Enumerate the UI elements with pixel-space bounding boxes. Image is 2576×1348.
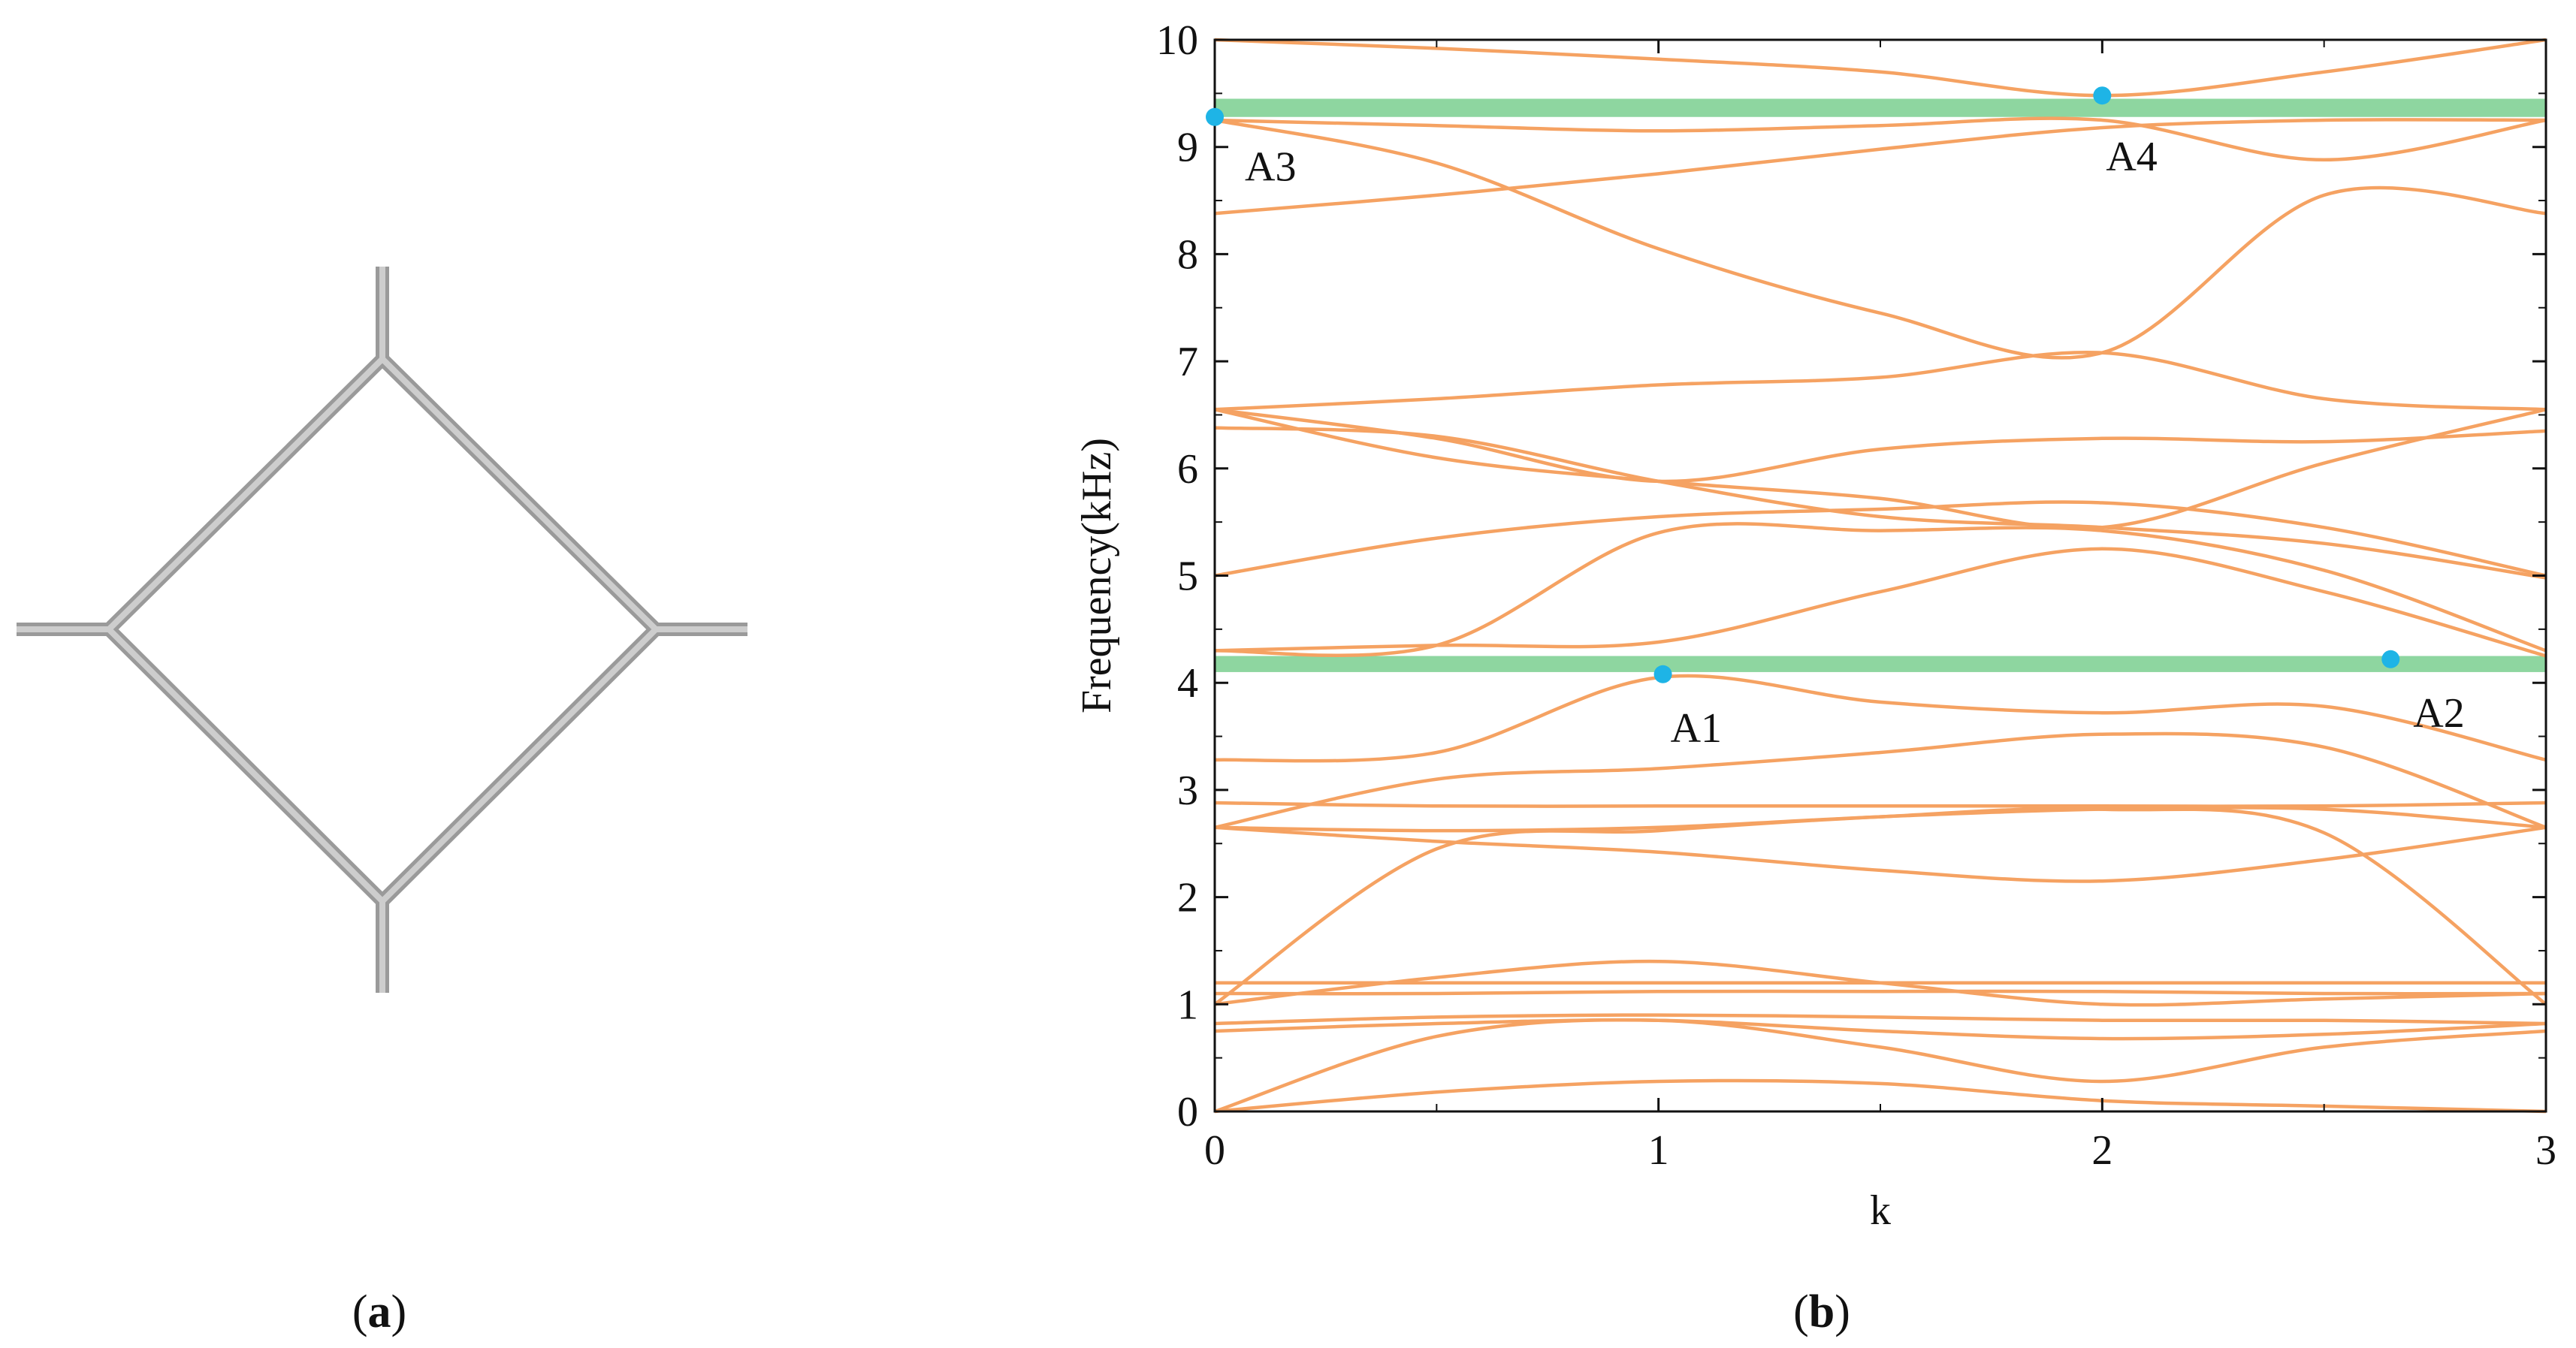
panel-b-letter: b: [1809, 1286, 1835, 1337]
y-tick-label-8: 8: [1177, 231, 1198, 278]
series-band-21: [1214, 118, 2547, 360]
series-band-22: [1214, 118, 2547, 216]
series-band-6: [1214, 989, 2547, 996]
series-band-4: [1214, 1013, 2547, 1026]
series-band-11: [1214, 801, 2547, 808]
y-axis-title: Frequency(kHz): [1074, 438, 1120, 713]
y-tick-label-6: 6: [1177, 446, 1198, 493]
point-label-A4: A4: [2106, 134, 2157, 180]
y-tick-label-3: 3: [1177, 767, 1198, 814]
bandgap-2: [1215, 98, 2546, 117]
panel-a-caption: (a): [352, 1286, 406, 1337]
point-A4: [2093, 86, 2112, 105]
band-structure-chart: 0 1 2 3 4 5 6 7 8 9 10 0 1 2 3 k Frequency(kHz) A1 A2 A3 A4: [1074, 17, 2556, 1234]
series-band-12: [1214, 731, 2547, 829]
x-tick-label-3: 3: [2535, 1127, 2556, 1174]
series-band-23: [1214, 116, 2547, 162]
series-band-3: [1214, 1018, 2547, 1041]
series-band-17: [1214, 408, 2547, 530]
series-band-24: [1214, 38, 2547, 98]
series-band-9: [1214, 825, 2547, 883]
y-tick-label-10: 10: [1156, 17, 1198, 64]
series-band-16: [1214, 500, 2547, 577]
bandgap-1: [1215, 656, 2546, 672]
panel-b-caption: (b): [1793, 1286, 1850, 1337]
x-tick-label-0: 0: [1204, 1127, 1225, 1174]
y-tick-label-4: 4: [1177, 660, 1198, 707]
y-tick-label-2: 2: [1177, 875, 1198, 921]
series-band-10: [1214, 806, 2547, 833]
series-band-20: [1214, 350, 2547, 412]
series-band-18: [1214, 426, 2547, 580]
y-tick-label-5: 5: [1177, 553, 1198, 600]
point-label-A3: A3: [1245, 144, 1296, 191]
unit-cell-diagram: [17, 267, 747, 993]
x-axis-title: k: [1870, 1187, 1891, 1234]
x-tick-label-2: 2: [2091, 1127, 2112, 1174]
point-A2: [2381, 650, 2400, 668]
series-band-15: [1214, 522, 2547, 657]
y-tick-label-9: 9: [1177, 125, 1198, 171]
x-tick-label-1: 1: [1648, 1127, 1669, 1174]
unit-cell-highlight: [17, 267, 747, 993]
point-label-A1: A1: [1671, 705, 1722, 752]
series-band-19: [1214, 408, 2547, 484]
y-tick-label-1: 1: [1177, 982, 1198, 1028]
panel-a-letter: a: [368, 1286, 391, 1337]
y-tick-label-7: 7: [1177, 339, 1198, 385]
series-band-2: [1214, 1018, 2547, 1114]
point-A3: [1206, 107, 1224, 126]
point-A1: [1653, 665, 1672, 683]
point-label-A2: A2: [2413, 690, 2464, 737]
series-band-14: [1214, 547, 2547, 658]
unit-cell-outline: [17, 267, 747, 993]
y-tick-label-0: 0: [1177, 1089, 1198, 1135]
series-band-13: [1214, 674, 2547, 763]
series-band-8: [1213, 807, 2547, 1006]
